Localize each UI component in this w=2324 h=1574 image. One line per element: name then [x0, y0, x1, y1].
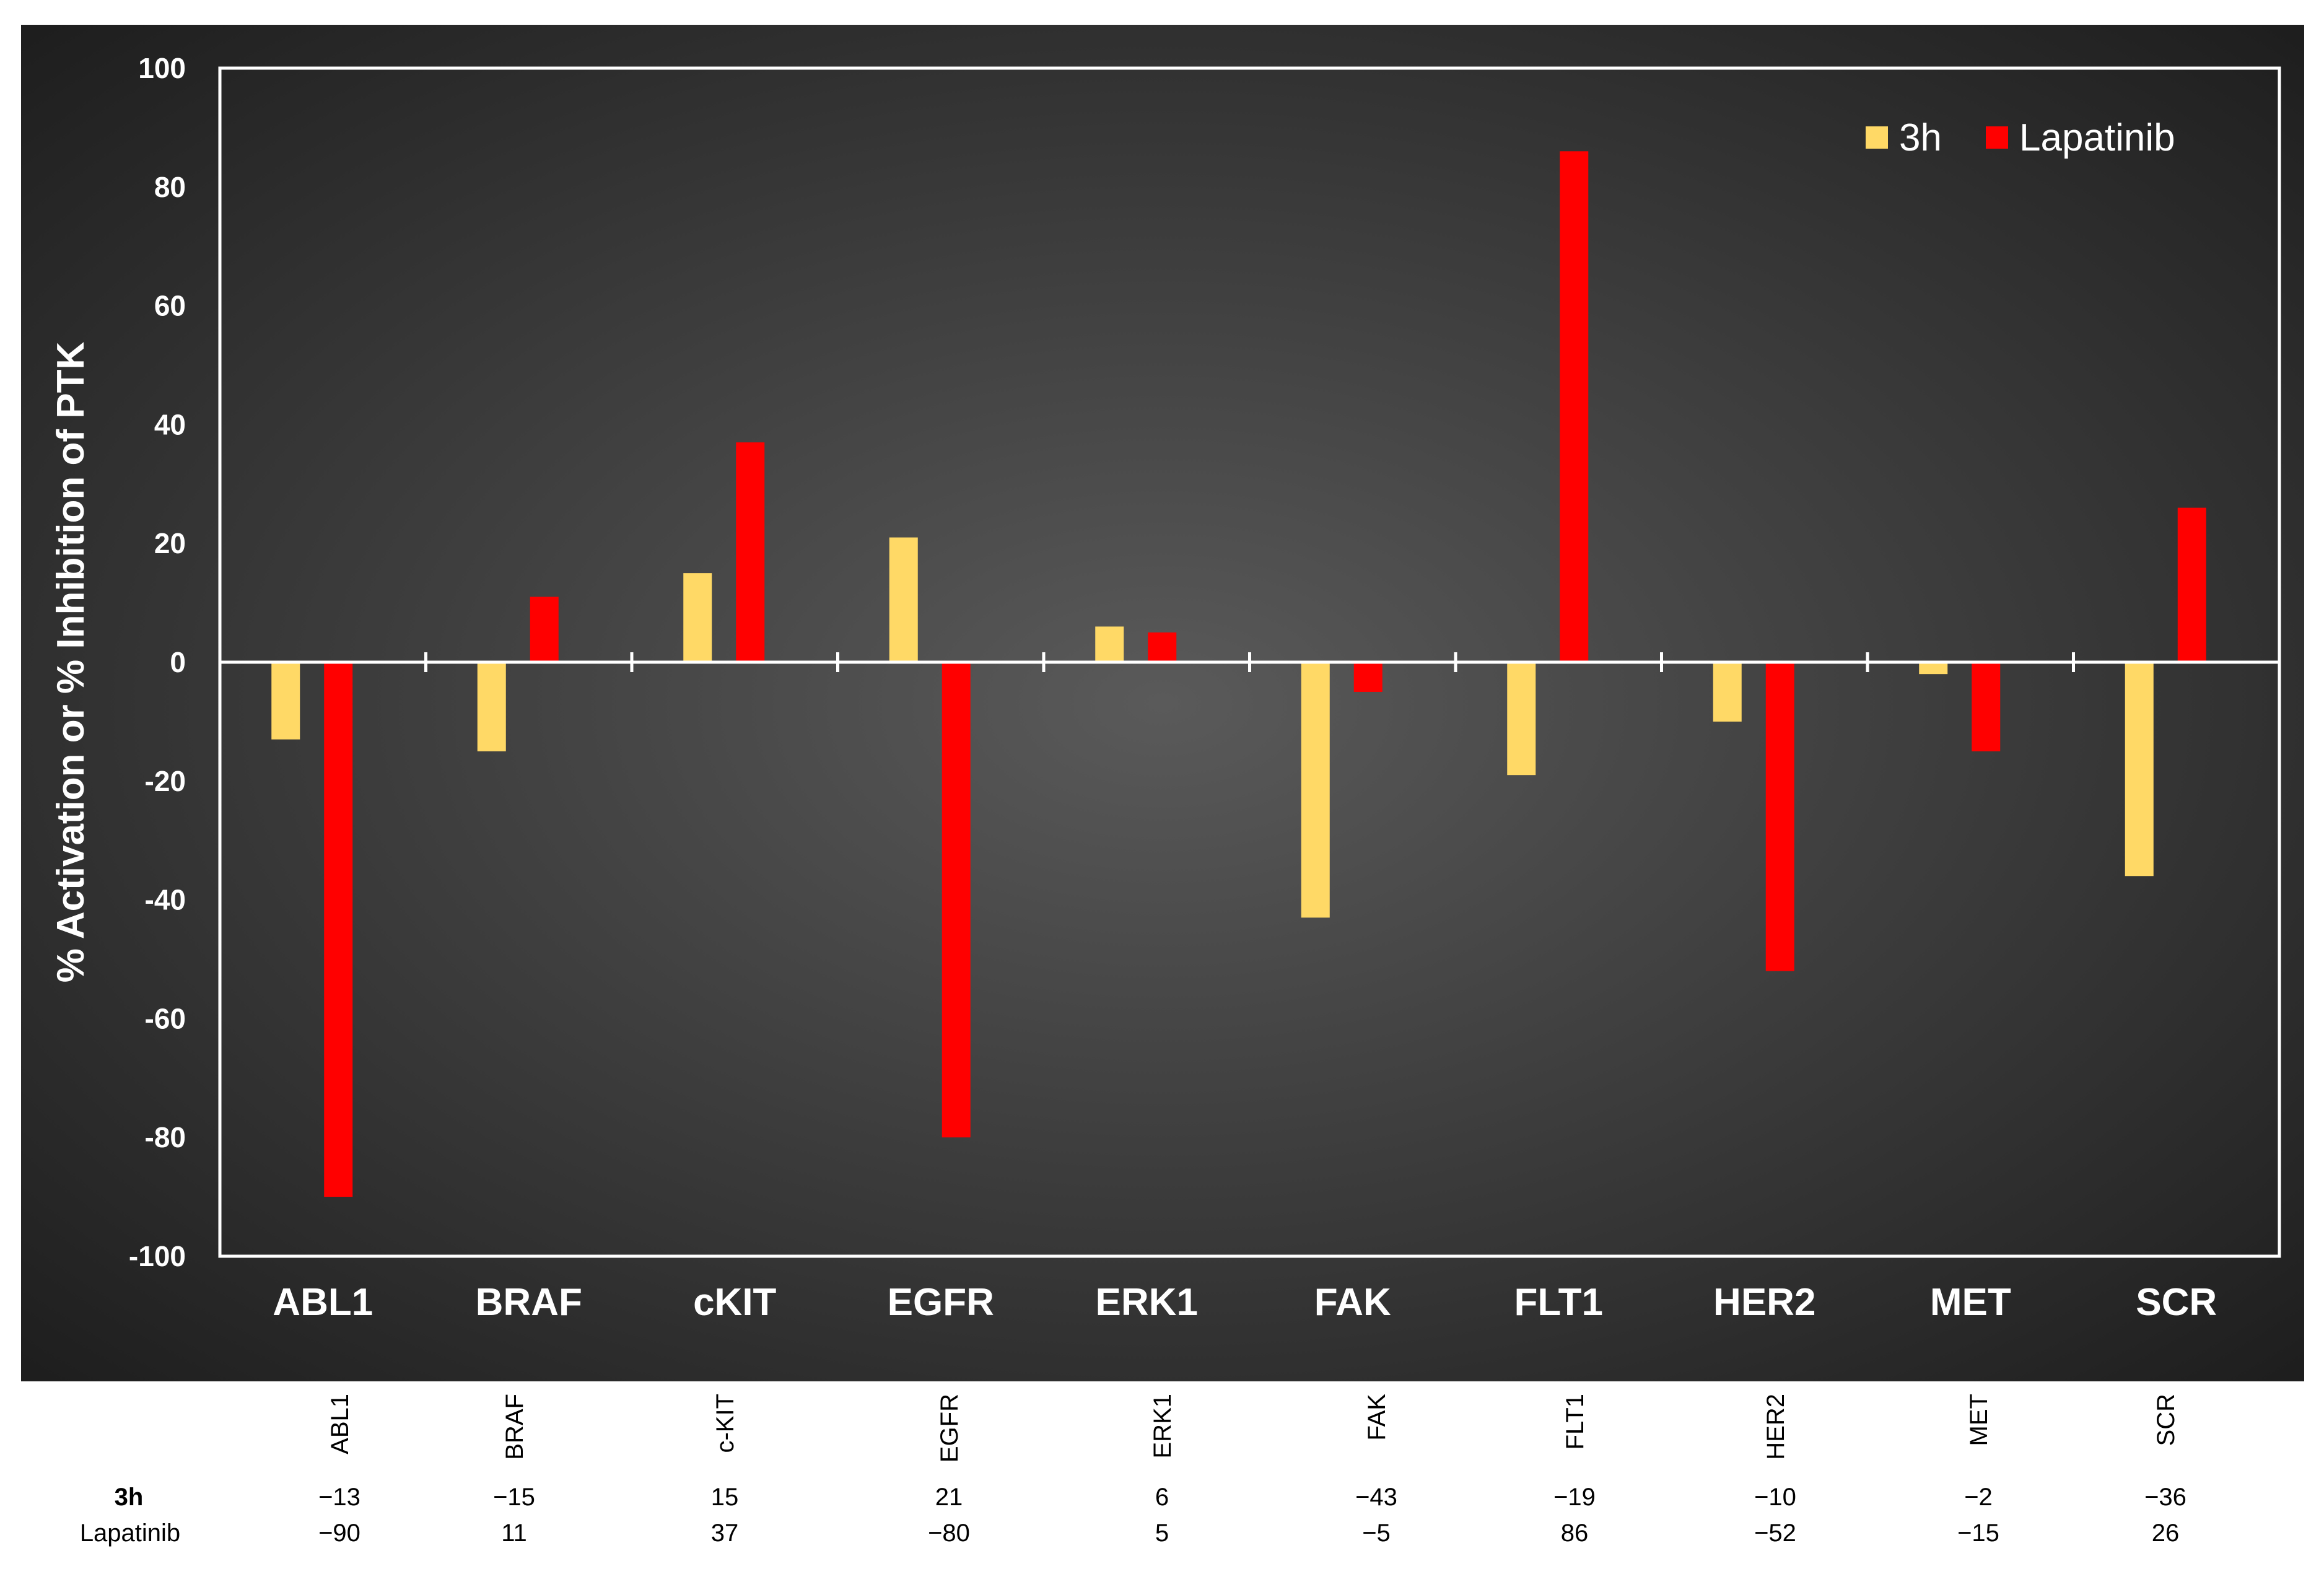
bar-lapatinib-braf: [530, 597, 559, 662]
table-column-header: ABL1: [326, 1394, 354, 1454]
table-cell: −2: [1964, 1484, 1993, 1511]
bar-3h-abl1: [271, 662, 300, 740]
table-column-header: MET: [1965, 1394, 1993, 1446]
category-label-braf: BRAF: [476, 1281, 582, 1324]
bar-3h-erk1: [1095, 626, 1124, 662]
y-tick-label: 20: [154, 527, 186, 559]
bar-lapatinib-erk1: [1148, 632, 1177, 662]
bar-lapatinib-fak: [1353, 662, 1383, 692]
chart-background: [21, 25, 2304, 1381]
bar-lapatinib-flt1: [1560, 151, 1589, 662]
table-column-header: FLT1: [1562, 1394, 1589, 1449]
table-column-header: ERK1: [1149, 1394, 1176, 1459]
bar-3h-braf: [477, 662, 506, 751]
y-axis-label: % Activation or % Inhibition of PTK: [50, 342, 92, 983]
table-cell: −5: [1362, 1519, 1391, 1547]
table-cell: 21: [935, 1484, 963, 1511]
bar-lapatinib-her2: [1765, 662, 1794, 971]
bar-lapatinib-met: [1972, 662, 2001, 751]
table-cell: 26: [2152, 1519, 2180, 1547]
category-label-abl1: ABL1: [273, 1281, 373, 1324]
category-label-erk1: ERK1: [1096, 1281, 1198, 1324]
table-cell: 37: [711, 1519, 739, 1547]
table-cell: −15: [493, 1484, 535, 1511]
table-cell: 15: [711, 1484, 739, 1511]
bar-lapatinib-ckit: [736, 442, 765, 662]
table-cell: −36: [2144, 1484, 2186, 1511]
table-column-header: HER2: [1762, 1394, 1789, 1460]
bar-3h-her2: [1713, 662, 1742, 722]
category-label-flt1: FLT1: [1514, 1281, 1604, 1324]
y-tick-label: 0: [170, 646, 186, 678]
category-label-egfr: EGFR: [888, 1281, 994, 1324]
bar-lapatinib-abl1: [324, 662, 353, 1197]
y-tick-label: 80: [154, 171, 186, 203]
table-column-header: BRAF: [501, 1394, 528, 1460]
legend-label-3h: 3h: [1899, 116, 1942, 159]
bar-3h-egfr: [889, 537, 918, 662]
category-label-fak: FAK: [1314, 1281, 1391, 1324]
legend: 3h Lapatinib: [1866, 116, 2175, 159]
table-column-header: EGFR: [936, 1394, 963, 1463]
y-tick-label: -20: [145, 765, 186, 797]
category-label-ckit: cKIT: [693, 1281, 776, 1324]
table-cell: 86: [1561, 1519, 1589, 1547]
y-tick-label: 40: [154, 408, 186, 440]
y-tick-label: -40: [145, 884, 186, 916]
y-tick-label: -80: [145, 1121, 186, 1153]
table-row-label: Lapatinib: [80, 1519, 180, 1547]
legend-swatch-3h: [1866, 126, 1888, 149]
table-cell: 6: [1155, 1484, 1169, 1511]
table-cell: −13: [318, 1484, 360, 1511]
y-tick-label: -60: [145, 1002, 186, 1034]
category-label-her2: HER2: [1713, 1281, 1815, 1324]
table-cell: −15: [1957, 1519, 1999, 1547]
y-tick-label: 60: [154, 290, 186, 322]
bar-3h-met: [1919, 662, 1948, 675]
y-tick-label: 100: [138, 52, 186, 84]
category-label-met: MET: [1930, 1281, 2011, 1324]
table-cell: 5: [1155, 1519, 1169, 1547]
bar-3h-scr: [2125, 662, 2154, 877]
table-cell: −10: [1754, 1484, 1796, 1511]
y-tick-label: -100: [129, 1240, 186, 1272]
table-column-header: SCR: [2152, 1394, 2180, 1446]
table-cell: −90: [318, 1519, 360, 1547]
table-cell: 11: [501, 1519, 527, 1547]
bar-lapatinib-scr: [2177, 507, 2206, 662]
legend-swatch-lapatinib: [1986, 126, 2008, 149]
bar-3h-flt1: [1507, 662, 1536, 776]
bar-lapatinib-egfr: [941, 662, 971, 1138]
table-cell: −52: [1754, 1519, 1796, 1547]
bar-3h-fak: [1301, 662, 1330, 918]
data-table: ABL1 BRAF c-KIT EGFR ERK1 FAK FLT1 HER2 MET SCR 3h…: [80, 1394, 2186, 1547]
bar-3h-ckit: [683, 573, 712, 662]
legend-label-lapatinib: Lapatinib: [2019, 116, 2175, 159]
category-label-scr: SCR: [2136, 1281, 2217, 1324]
table-row-label: 3h: [115, 1484, 144, 1511]
table-cell: −43: [1355, 1484, 1397, 1511]
table-column-header: FAK: [1363, 1394, 1391, 1441]
table-cell: −80: [928, 1519, 970, 1547]
table-cell: −19: [1553, 1484, 1596, 1511]
table-column-header: c-KIT: [712, 1394, 739, 1453]
